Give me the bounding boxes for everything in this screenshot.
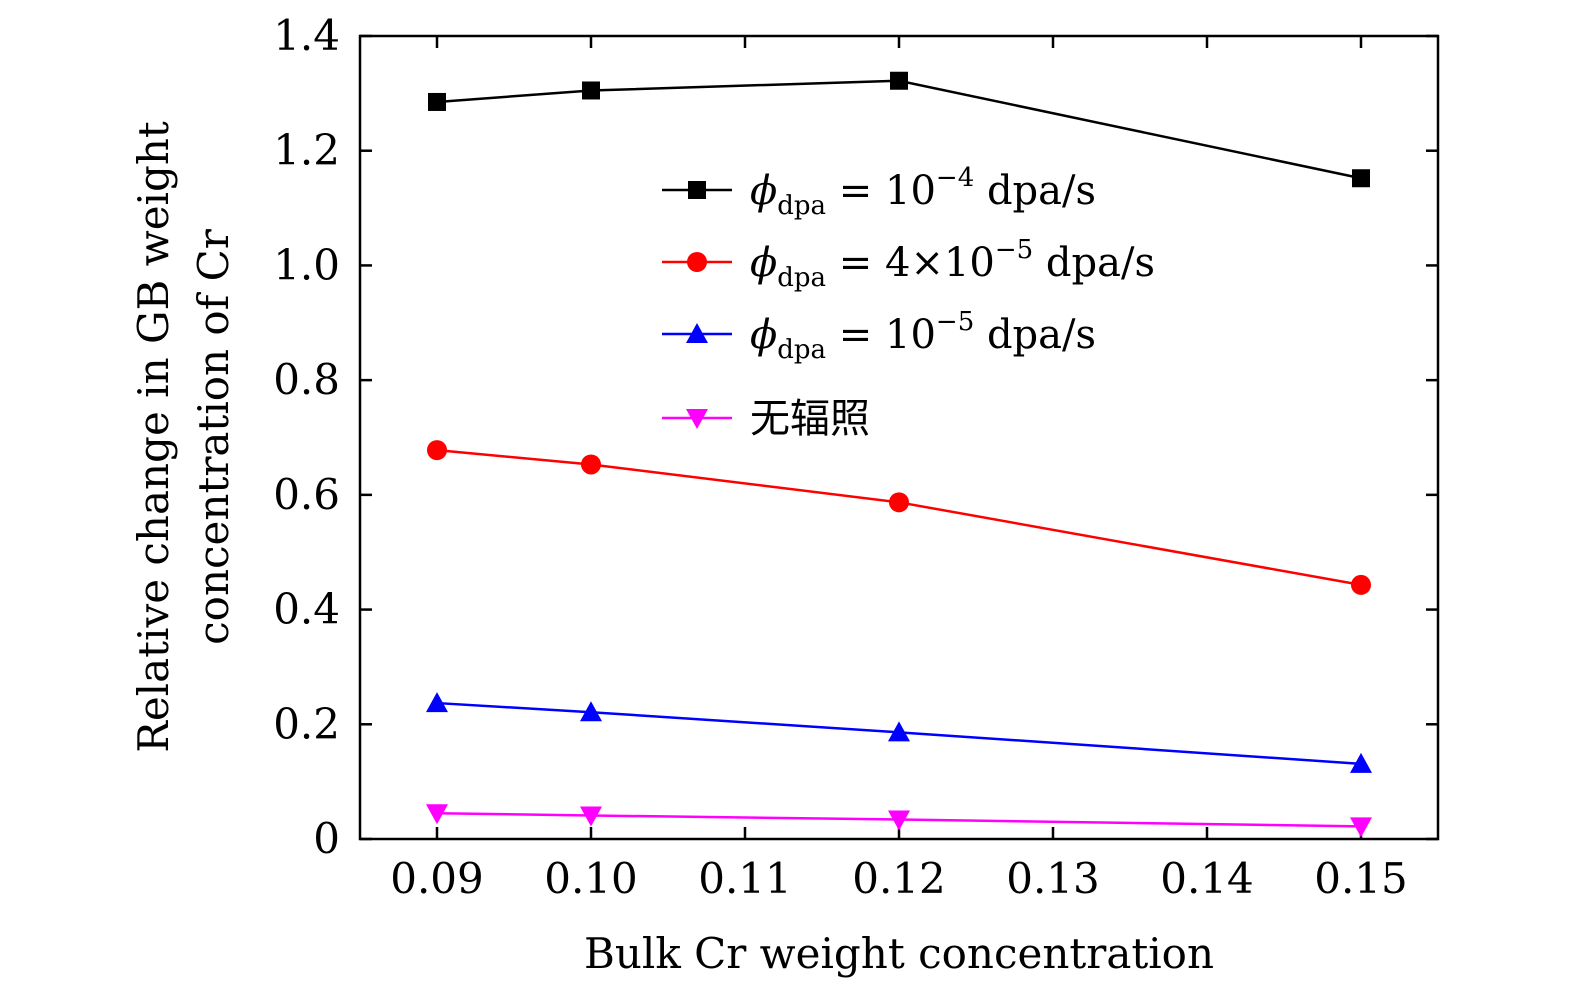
x-tick-label: 0.11: [698, 854, 792, 903]
data-point: [1350, 817, 1372, 838]
legend-marker: [687, 252, 707, 272]
x-tick-label: 0.13: [1006, 854, 1100, 903]
data-point: [582, 81, 600, 100]
y-tick-label: 0.8: [273, 355, 340, 404]
data-point: [428, 92, 446, 111]
data-point: [580, 806, 602, 827]
legend-label: ϕdpa = 4×10−5 dpa/s: [750, 235, 1155, 293]
data-point: [1350, 752, 1372, 773]
legend-marker: [686, 323, 708, 343]
data-point: [581, 454, 601, 475]
legend-item: ϕdpa = 10−4 dpa/s: [662, 163, 1096, 221]
legend-label: ϕdpa = 10−4 dpa/s: [750, 163, 1096, 221]
series-0: [428, 71, 1370, 188]
y-axis-title-line2: concentration of Cr: [189, 228, 238, 645]
data-point: [1352, 169, 1370, 188]
legend-item: ϕdpa = 4×10−5 dpa/s: [662, 235, 1155, 293]
y-tick-label: 0.2: [273, 699, 340, 748]
y-tick-label: 0.6: [273, 470, 340, 519]
x-tick-label: 0.14: [1160, 854, 1254, 903]
series-line: [436, 701, 1362, 766]
series-3: [426, 804, 1372, 838]
plot-frame: [358, 34, 1440, 841]
legend-label: 无辐照: [750, 396, 870, 442]
y-tick-label: 1.2: [273, 126, 340, 175]
legend: ϕdpa = 10−4 dpa/s ϕdpa = 4×10−5 dpa/s ϕdpa…: [662, 163, 1155, 442]
y-tick-label: 0: [313, 814, 340, 863]
y-tick-label: 1.0: [273, 240, 340, 289]
legend-label: ϕdpa = 10−5 dpa/s: [750, 307, 1096, 365]
data-point: [426, 692, 448, 713]
data-point: [426, 804, 448, 825]
data-point: [890, 71, 908, 90]
x-tick-label: 0.15: [1314, 854, 1408, 903]
axis-ticks: 0 0.2 0.4 0.6 0.8 1.0 1.2 1.4 0.09 0.10 0.11 0.12 0.…: [273, 11, 1438, 903]
y-axis-title-line1: Relative change in GB weight: [129, 121, 178, 753]
data-point: [580, 701, 602, 722]
data-point: [1351, 574, 1371, 595]
series-1: [427, 440, 1371, 595]
series-line: [436, 79, 1362, 180]
data-point: [888, 810, 910, 831]
x-tick-label: 0.09: [390, 854, 484, 903]
x-tick-label: 0.10: [544, 854, 638, 903]
series-line: [436, 448, 1362, 587]
y-tick-label: 0.4: [273, 585, 340, 634]
y-tick-label: 1.4: [273, 11, 340, 60]
legend-marker: [686, 409, 708, 429]
data-point: [888, 721, 910, 742]
series-2: [426, 692, 1372, 773]
x-tick-label: 0.12: [852, 854, 946, 903]
legend-marker: [688, 181, 706, 199]
x-axis-title: Bulk Cr weight concentration: [584, 929, 1214, 978]
series-line: [436, 811, 1362, 828]
series-layer: [426, 71, 1372, 838]
legend-item: 无辐照: [662, 396, 870, 442]
data-point: [427, 440, 447, 461]
data-point: [889, 492, 909, 513]
legend-item: ϕdpa = 10−5 dpa/s: [662, 307, 1096, 365]
